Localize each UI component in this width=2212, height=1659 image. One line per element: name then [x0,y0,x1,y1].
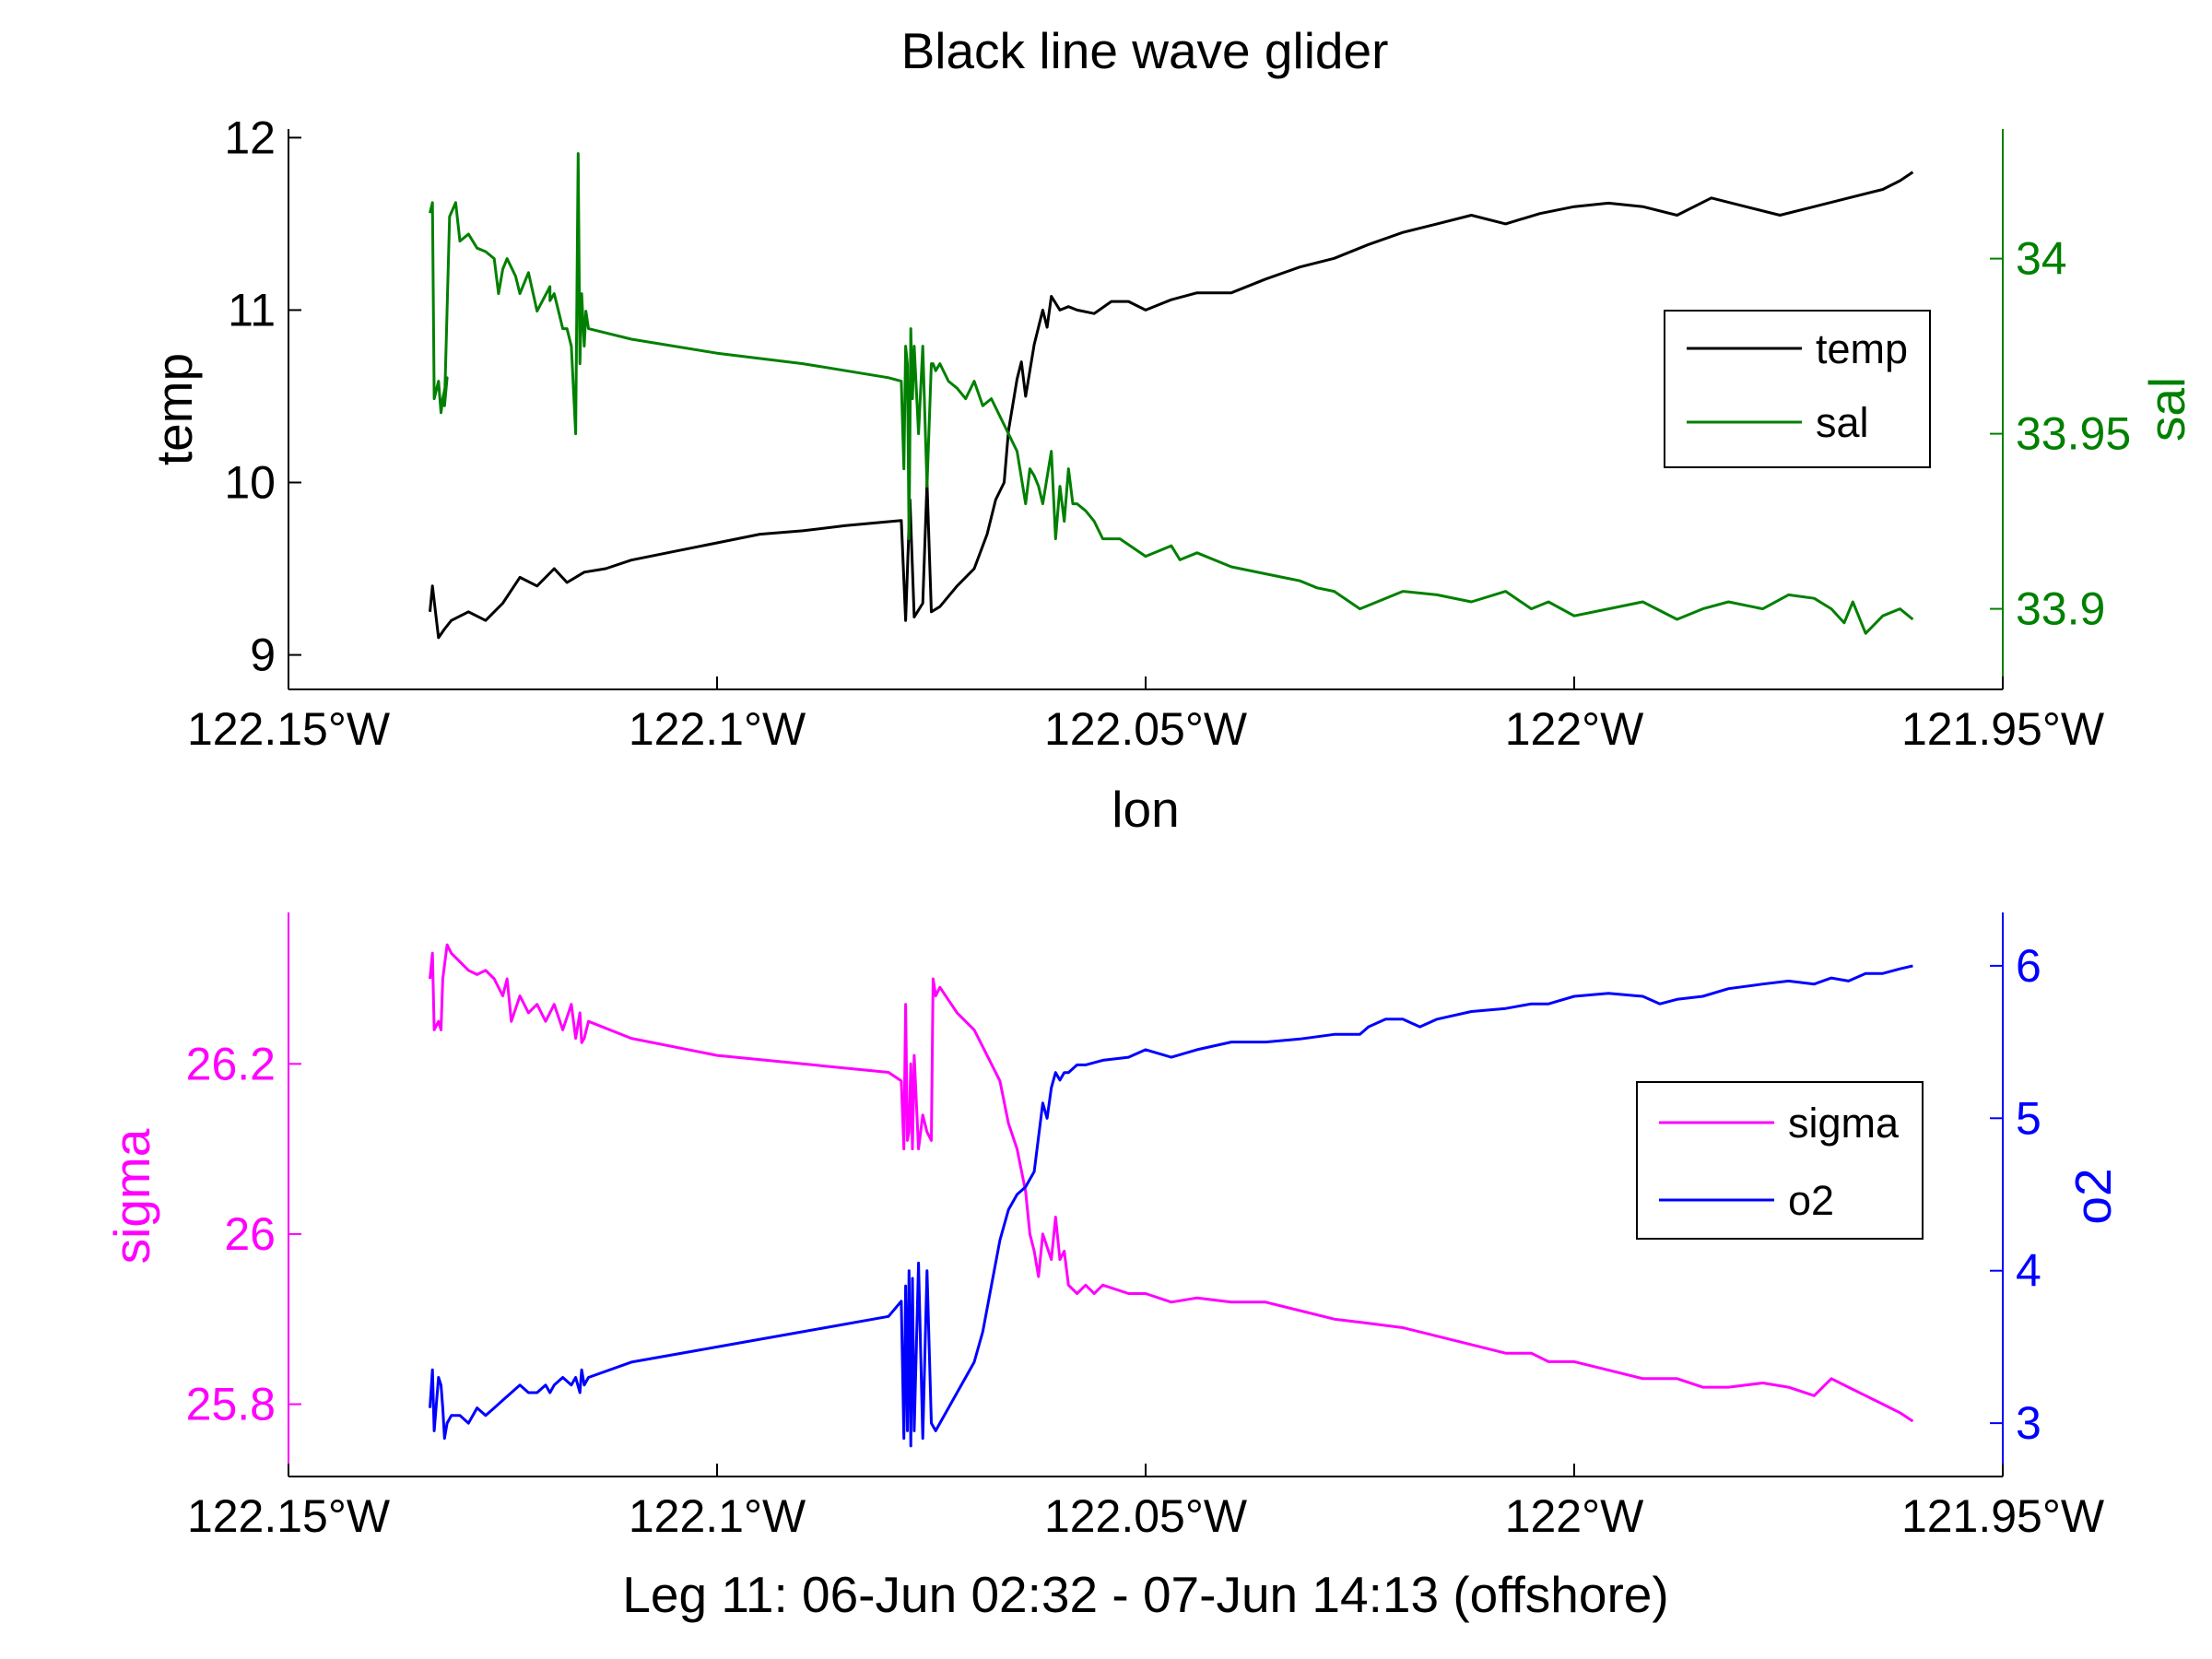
x-tick-label: 122.15°W [187,1490,391,1542]
y2-axis-label: sal [2138,377,2195,441]
y-tick-label: 25.8 [186,1379,276,1430]
legend-label-o2: o2 [1788,1177,1834,1224]
figure-title: Black line wave glider [901,22,1389,79]
legend-label-sigma: sigma [1788,1100,1900,1147]
legend-box [1664,310,1931,468]
y2-tick-label: 3 [2016,1397,2041,1449]
series-line-sal [429,152,1914,635]
x-axis-label: lon [1112,781,1179,838]
temp-sal-panel: 122.15°W 122.1°W 122.05°W 122°W 121.95°W 9 10 1… [146,112,2195,838]
x-tick-label: 122.1°W [629,703,806,755]
y-tick-label: 9 [250,629,276,681]
sigma-o2-panel: 122.15°W 122.1°W 122.05°W 122°W 121.95°W 25.8… [103,912,2122,1623]
x-tick-label: 121.95°W [1901,1490,2105,1542]
x-tick-label: 122.1°W [629,1490,806,1542]
ticks-layer: 122.15°W 122.1°W 122.05°W 122°W 121.95°W 25.8… [186,940,2105,1542]
x-tick-label: 122°W [1505,703,1644,755]
y-tick-label: 12 [224,112,276,163]
x-tick-label: 122°W [1505,1490,1644,1542]
legend-box [1636,1081,1924,1240]
y2-tick-label: 6 [2016,940,2041,992]
legend: sigma o2 [1636,1081,1924,1240]
x-tick-label: 122.05°W [1044,703,1248,755]
y2-tick-label: 33.95 [2016,408,2131,460]
y2-tick-label: 4 [2016,1245,2041,1297]
y2-tick-label: 33.9 [2016,583,2105,635]
x-axis-label: Leg 11: 06-Jun 02:32 - 07-Jun 14:13 (off… [622,1566,1668,1623]
y-axis-label: sigma [103,1128,160,1264]
x-tick-label: 121.95°W [1901,703,2105,755]
x-tick-label: 122.05°W [1044,1490,1248,1542]
legend: temp sal [1664,310,1931,468]
y-tick-label: 26.2 [186,1038,276,1089]
y-axis-label: temp [146,353,203,465]
legend-label-temp: temp [1816,325,1908,372]
legend-label-sal: sal [1816,399,1869,446]
y2-tick-label: 34 [2016,233,2067,285]
x-tick-label: 122.15°W [187,703,391,755]
series-line-o2 [429,964,1913,1448]
ticks-layer: 122.15°W 122.1°W 122.05°W 122°W 121.95°W 9 10 1… [187,112,2131,755]
y-tick-label: 11 [228,284,276,335]
series-layer [429,152,1914,640]
y2-tick-label: 5 [2016,1092,2041,1144]
series-line-temp [429,171,1914,640]
series-layer [429,943,1914,1448]
y-tick-label: 10 [224,457,276,509]
y2-axis-label: o2 [2065,1168,2122,1224]
y-tick-label: 26 [224,1208,276,1260]
series-line-sigma [429,943,1914,1423]
